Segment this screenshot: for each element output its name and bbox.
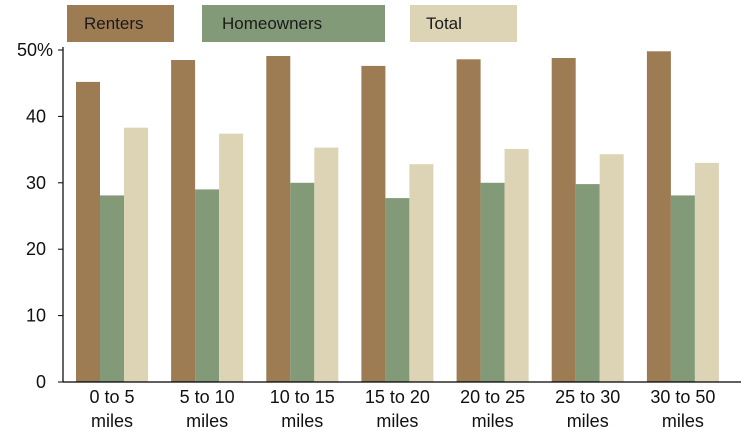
bars-group [76,51,719,383]
legend-homeowners-label: Homeowners [222,14,323,33]
x-category-line-5-1: miles [567,411,609,431]
bar-homeowners-2 [290,182,315,382]
y-tick-label-1: 10 [26,306,46,326]
legend-total-label: Total [426,14,462,33]
x-category-line-2-0: 10 to 15 [270,387,335,407]
bar-homeowners-0 [100,195,124,382]
x-category-label-2: 10 to 15 miles [270,387,335,431]
legend-renters: Renters [67,5,174,42]
bar-total-3 [409,164,434,382]
bar-renters-5 [551,58,576,382]
y-axis-ticks: 0 10 20 30 40 50% [17,40,63,392]
bar-renters-1 [171,60,196,382]
x-category-line-3-0: 15 to 20 [365,387,430,407]
x-category-line-6-1: miles [662,411,704,431]
legend-total: Total [410,5,517,42]
legend-homeowners: Homeowners [202,5,385,42]
x-category-line-1-1: miles [186,411,228,431]
bar-total-2 [314,147,339,382]
bar-homeowners-1 [195,189,220,382]
bar-homeowners-3 [385,198,410,382]
bar-renters-6 [646,51,671,383]
y-tick-label-0: 0 [36,372,46,392]
x-category-line-3-1: miles [376,411,418,431]
bar-total-5 [599,154,624,382]
x-category-line-5-0: 25 to 30 [555,387,620,407]
x-category-line-2-1: miles [281,411,323,431]
x-category-label-5: 25 to 30 miles [555,387,620,431]
x-category-label-6: 30 to 50 miles [650,387,715,431]
x-category-line-1-0: 5 to 10 [180,387,235,407]
x-category-line-0-1: miles [91,411,133,431]
x-category-label-3: 15 to 20 miles [365,387,430,431]
bar-homeowners-4 [480,182,505,382]
y-tick-label-3: 30 [26,173,46,193]
x-category-line-0-0: 0 to 5 [89,387,134,407]
x-category-line-4-0: 20 to 25 [460,387,525,407]
legend-renters-label: Renters [84,14,144,33]
bar-renters-0 [76,81,100,383]
bar-homeowners-5 [575,184,600,382]
x-category-line-4-1: miles [472,411,514,431]
y-tick-label-4: 40 [26,106,46,126]
x-category-label-1: 5 to 10 miles [180,387,235,431]
y-tick-label-2: 20 [26,239,46,259]
y-tick-label-5: 50% [17,40,53,60]
bar-homeowners-6 [670,195,695,382]
bar-renters-4 [456,59,481,383]
bar-renters-2 [266,56,291,382]
bar-total-6 [694,162,719,382]
bar-renters-3 [361,65,386,383]
x-category-line-6-0: 30 to 50 [650,387,715,407]
x-category-label-0: 0 to 5 miles [89,387,134,431]
bar-total-0 [124,127,148,382]
bar-total-1 [219,133,244,382]
bar-total-4 [504,148,529,382]
x-category-label-4: 20 to 25 miles [460,387,525,431]
